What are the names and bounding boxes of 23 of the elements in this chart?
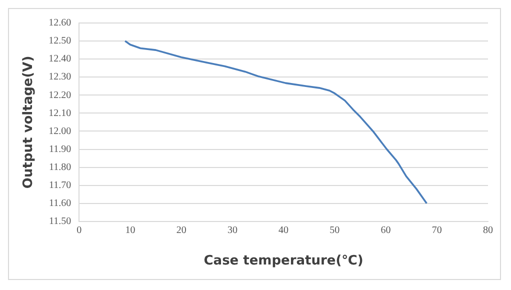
x-tick-label: 60 <box>380 225 391 236</box>
y-tick-label: 12.40 <box>48 54 72 65</box>
y-tick-label: 11.70 <box>48 180 72 191</box>
y-axis-title: Output voltage(V) <box>21 56 36 189</box>
x-tick-label: 20 <box>176 225 186 236</box>
y-tick-label: 11.90 <box>48 144 72 155</box>
x-tick-label: 50 <box>330 225 340 236</box>
y-tick-label: 12.50 <box>48 36 72 47</box>
y-tick-label: 12.10 <box>48 108 72 119</box>
y-tick-label: 11.60 <box>48 198 72 209</box>
x-tick-label: 30 <box>227 225 238 236</box>
y-tick-label: 12.20 <box>48 90 72 101</box>
x-tick-label: 10 <box>125 225 136 236</box>
x-tick-label: 40 <box>278 225 289 236</box>
x-tick-label: 70 <box>432 225 442 236</box>
y-tick-label: 11.50 <box>48 216 72 228</box>
y-tick-label: 12.30 <box>48 72 72 83</box>
y-tick-label: 11.80 <box>48 162 72 173</box>
x-tick-label: 80 <box>483 225 493 236</box>
x-axis-title: Case temperature(℃) <box>204 254 364 269</box>
y-tick-label: 12.60 <box>48 18 72 29</box>
y-tick-label: 12.00 <box>48 126 72 137</box>
x-tick-label: 0 <box>76 225 82 236</box>
